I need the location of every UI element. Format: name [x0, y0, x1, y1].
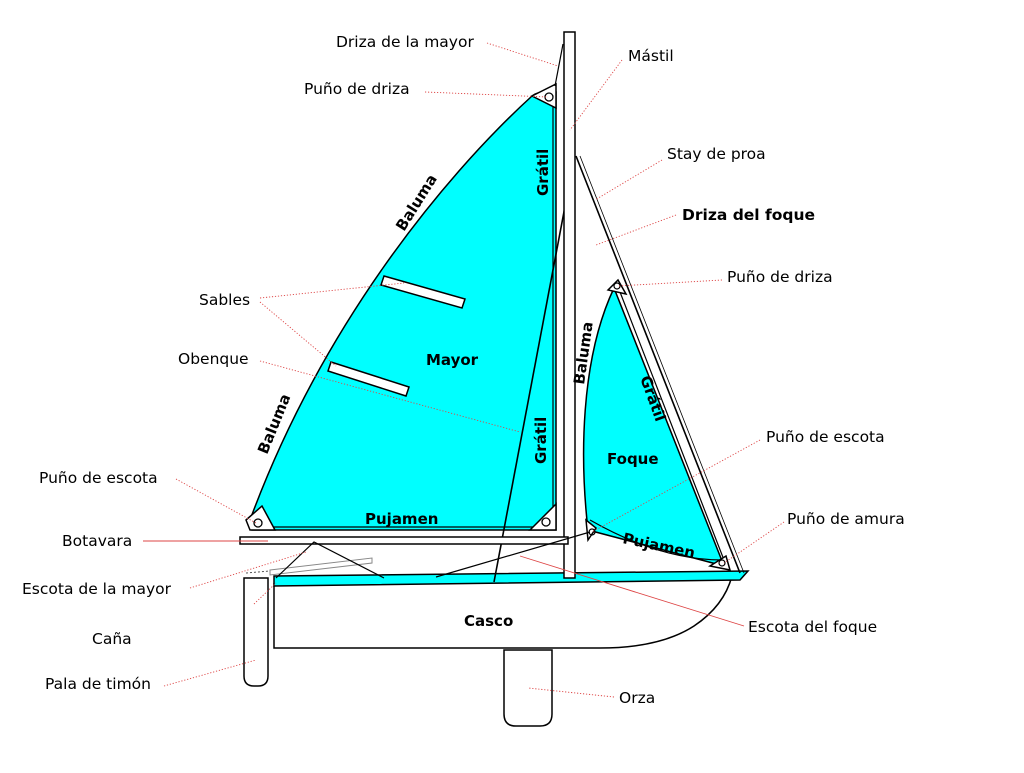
tiller-hatch: [245, 570, 271, 574]
foque-label: Foque: [607, 450, 659, 468]
jib-luff-line: [619, 291, 725, 561]
label-pala-timon: Pala de timón: [45, 675, 151, 693]
leader-puno-driza-jib: [617, 279, 723, 287]
jib-foot-line: [589, 519, 723, 561]
batten-lower: [327, 361, 410, 397]
label-puno-escota-main: Puño de escota: [39, 469, 158, 487]
mainsheet: [275, 541, 385, 579]
boom: [239, 536, 569, 545]
label-stay-proa: Stay de proa: [667, 145, 766, 163]
label-driza-mayor: Driza de la mayor: [336, 33, 474, 51]
label-sables: Sables: [199, 291, 250, 309]
casco-label: Casco: [464, 612, 513, 630]
leader-puno-escota-main: [175, 478, 257, 524]
main-head-patch: [530, 82, 557, 110]
label-escota-foque: Escota del foque: [748, 618, 877, 636]
label-puno-amura: Puño de amura: [787, 510, 905, 528]
mayor-label: Mayor: [426, 351, 479, 369]
label-orza: Orza: [619, 689, 655, 707]
leader-cana: [253, 582, 277, 605]
rudder-blade: [243, 577, 269, 687]
deck-strip: [273, 570, 750, 587]
main-tack-cringle: [541, 517, 551, 527]
label-puno-driza-jib: Puño de driza: [727, 268, 833, 286]
leader-driza-foque: [595, 214, 677, 246]
leader-puno-escota-jib: [591, 439, 761, 533]
jib-tack-cringle: [718, 559, 726, 567]
label-mastil: Mástil: [628, 47, 674, 65]
leader-puno-amura: [723, 521, 785, 564]
jib-sheet: [435, 531, 591, 578]
leader-stay-proa: [594, 159, 663, 201]
pujamen-main-label: Pujamen: [365, 510, 438, 528]
main-clew-patch: [245, 504, 277, 531]
leader-escota-mayor: [189, 551, 307, 589]
gratil-main-bottom-label: Grátil: [532, 417, 550, 464]
centerboard: [503, 649, 553, 727]
leader-driza-mayor: [486, 42, 559, 67]
tiller: [269, 557, 373, 576]
jib: [582, 286, 726, 568]
gratil-main-top-label: Grátil: [534, 149, 552, 196]
leader-puno-driza-main: [424, 91, 549, 98]
hull: [273, 575, 733, 649]
shroud: [493, 179, 571, 583]
mast: [563, 31, 576, 579]
leader-mastil: [569, 59, 623, 131]
label-obenque: Obenque: [178, 350, 249, 368]
leader-escota-foque: [519, 555, 745, 627]
leader-sables-1: [259, 282, 405, 299]
label-botavara: Botavara: [62, 532, 132, 550]
leader-orza: [527, 687, 615, 698]
jib-clew-patch: [585, 518, 598, 543]
jib-head-patch: [606, 278, 628, 296]
label-driza-foque: Driza del foque: [682, 206, 815, 224]
main-halyard: [554, 43, 564, 87]
leader-sables-2: [259, 301, 337, 367]
forestay: [575, 155, 741, 574]
label-puno-driza-main: Puño de driza: [304, 80, 410, 98]
label-escota-mayor: Escota de la mayor: [22, 580, 172, 598]
jib-tack-patch: [708, 554, 732, 571]
leader-pala-timon: [163, 659, 257, 687]
main-clew-cringle: [253, 518, 263, 528]
label-puno-escota-jib: Puño de escota: [766, 428, 885, 446]
batten-upper: [380, 275, 466, 309]
label-cana: Caña: [92, 630, 132, 648]
mainsail: [249, 90, 557, 531]
